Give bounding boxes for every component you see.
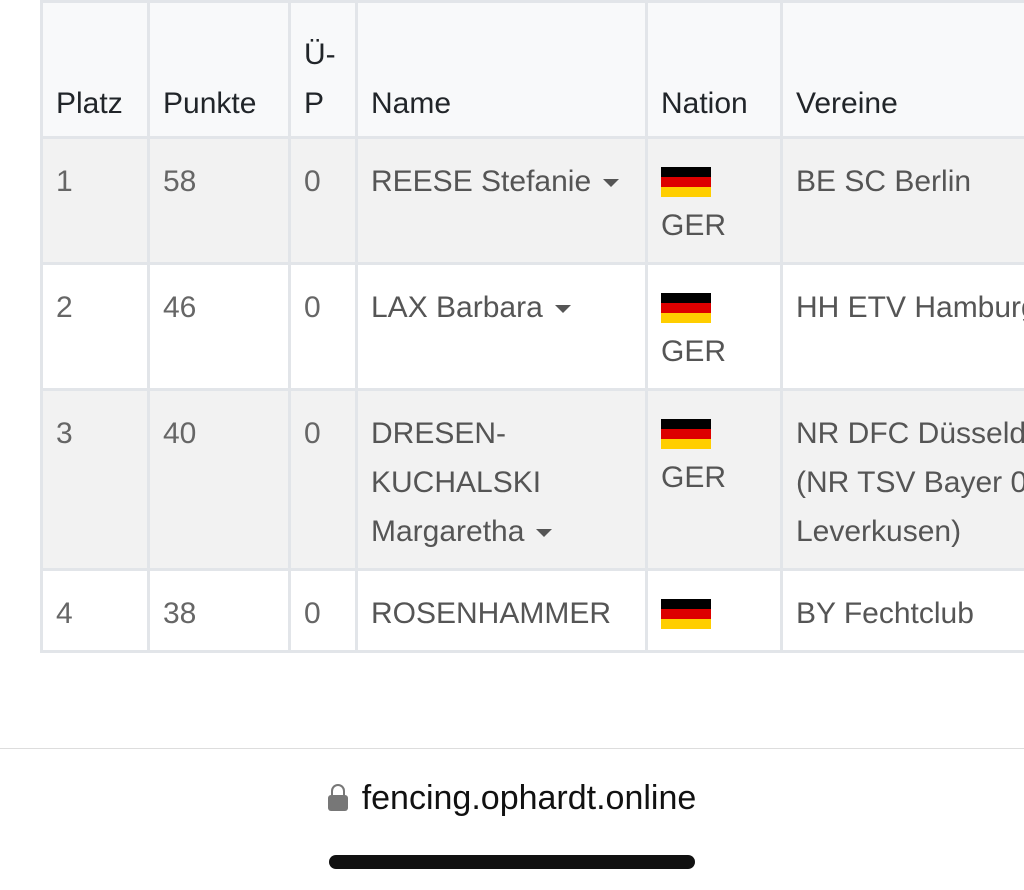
cell-text: 40: [163, 417, 197, 450]
dropdown-caret[interactable]: [603, 179, 620, 188]
column-header: Ü-P: [288, 0, 358, 139]
cell-text: 46: [163, 291, 197, 324]
cell-text: BY Fechtclub: [796, 597, 974, 630]
table-row: 1 58 0 REESE Stefanie GER BE SC Berlin: [40, 136, 1024, 265]
table-cell: 2: [40, 262, 150, 391]
flag-stripe: [661, 313, 711, 323]
table-row: 3 40 0 DRESEN-KUCHALSKI Margaretha GER NR DFC…: [40, 388, 1024, 571]
header-text: Name: [371, 87, 452, 120]
header-text: Vereine: [796, 87, 898, 120]
column-header: Punkte: [147, 0, 291, 139]
cell-text: GER: [661, 335, 727, 368]
table-cell: GER: [645, 388, 783, 571]
cell-text: GER: [661, 209, 727, 242]
flag-stripe: [661, 429, 711, 439]
column-header: Vereine: [780, 0, 1024, 139]
table-cell: 40: [147, 388, 291, 571]
cell-text: BE SC Berlin: [796, 165, 972, 198]
url: fencing.ophardt.online: [361, 779, 697, 817]
table-cell: REESE Stefanie: [355, 136, 648, 265]
flag-stripe: [661, 303, 711, 313]
flag-stripe: [661, 619, 711, 629]
flag-stripe: [661, 187, 711, 197]
cell-text: 1: [56, 165, 73, 198]
home-indicator: [329, 855, 695, 869]
table-cell: 1: [40, 136, 150, 265]
table-cell: 38: [147, 568, 291, 653]
table-row: 4 38 0 ROSENHAMMER BY Fechtclub: [40, 568, 1024, 653]
cell-text: 0: [304, 165, 321, 198]
cell-text: ROSENHAMMER: [371, 597, 612, 630]
cell-text: 0: [304, 291, 321, 324]
table-cell: 3: [40, 388, 150, 571]
ranking-table: Platz Punkte Ü-P Name Nation Vereine 1 58 0 REES…: [40, 0, 1024, 653]
flag-stripe: [661, 419, 711, 429]
header-text: Ü-P: [304, 38, 336, 120]
table-cell: LAX Barbara: [355, 262, 648, 391]
header-row: Platz Punkte Ü-P Name Nation Vereine: [40, 0, 1024, 139]
dropdown-caret[interactable]: [536, 529, 553, 538]
table-cell: 0: [288, 136, 358, 265]
flag-stripe: [661, 599, 711, 609]
flag-icon: [661, 293, 711, 323]
table-cell: 0: [288, 568, 358, 653]
table-cell: BE SC Berlin: [780, 136, 1024, 265]
table-cell: HH ETV Hamburg: [780, 262, 1024, 391]
cell-text: 0: [304, 417, 321, 450]
table-cell: NR DFC Düsseldorf, (NR TSV Bayer 04 Leve…: [780, 388, 1024, 571]
table-cell: GER: [645, 262, 783, 391]
cell-text: 38: [163, 597, 197, 630]
flag-icon: [661, 167, 711, 197]
address-bar[interactable]: fencing.ophardt.online: [0, 779, 1024, 818]
table-cell: 0: [288, 262, 358, 391]
table-cell: 46: [147, 262, 291, 391]
cell-text: GER: [661, 461, 727, 494]
flag-stripe: [661, 293, 711, 303]
flag-stripe: [661, 167, 711, 177]
header-text: Platz: [56, 87, 123, 120]
table-cell: [645, 568, 783, 653]
flag-icon: [661, 599, 711, 629]
flag-icon: [661, 419, 711, 449]
table-cell: GER: [645, 136, 783, 265]
cell-text: REESE Stefanie: [371, 165, 592, 198]
cell-text: 58: [163, 165, 197, 198]
table-cell: 0: [288, 388, 358, 571]
cell-text: DRESEN-KUCHALSKI Margaretha: [371, 417, 542, 548]
column-header: Nation: [645, 0, 783, 139]
header-text: Punkte: [163, 87, 257, 120]
table-cell: 4: [40, 568, 150, 653]
table-row: 2 46 0 LAX Barbara GER HH ETV Hamburg: [40, 262, 1024, 391]
table-cell: ROSENHAMMER: [355, 568, 648, 653]
cell-text: 0: [304, 597, 321, 630]
cell-text: 4: [56, 597, 73, 630]
flag-stripe: [661, 439, 711, 449]
dropdown-caret[interactable]: [554, 305, 571, 314]
cell-text: 2: [56, 291, 73, 324]
flag-stripe: [661, 177, 711, 187]
table-cell: DRESEN-KUCHALSKI Margaretha: [355, 388, 648, 571]
table-cell: 58: [147, 136, 291, 265]
table-container: Platz Punkte Ü-P Name Nation Vereine 1 58 0 REES…: [40, 0, 1024, 748]
column-header: Name: [355, 0, 648, 139]
cell-text: HH ETV Hamburg: [796, 291, 1024, 324]
cell-text: NR DFC Düsseldorf, (NR TSV Bayer 04 Leve…: [796, 417, 1024, 548]
cell-text: 3: [56, 417, 73, 450]
table-cell: BY Fechtclub: [780, 568, 1024, 653]
lock-icon: [327, 784, 348, 811]
cell-text: LAX Barbara: [371, 291, 543, 324]
header-text: Nation: [661, 87, 748, 120]
column-header: Platz: [40, 0, 150, 139]
flag-stripe: [661, 609, 711, 619]
browser-bar: fencing.ophardt.online: [0, 748, 1024, 890]
